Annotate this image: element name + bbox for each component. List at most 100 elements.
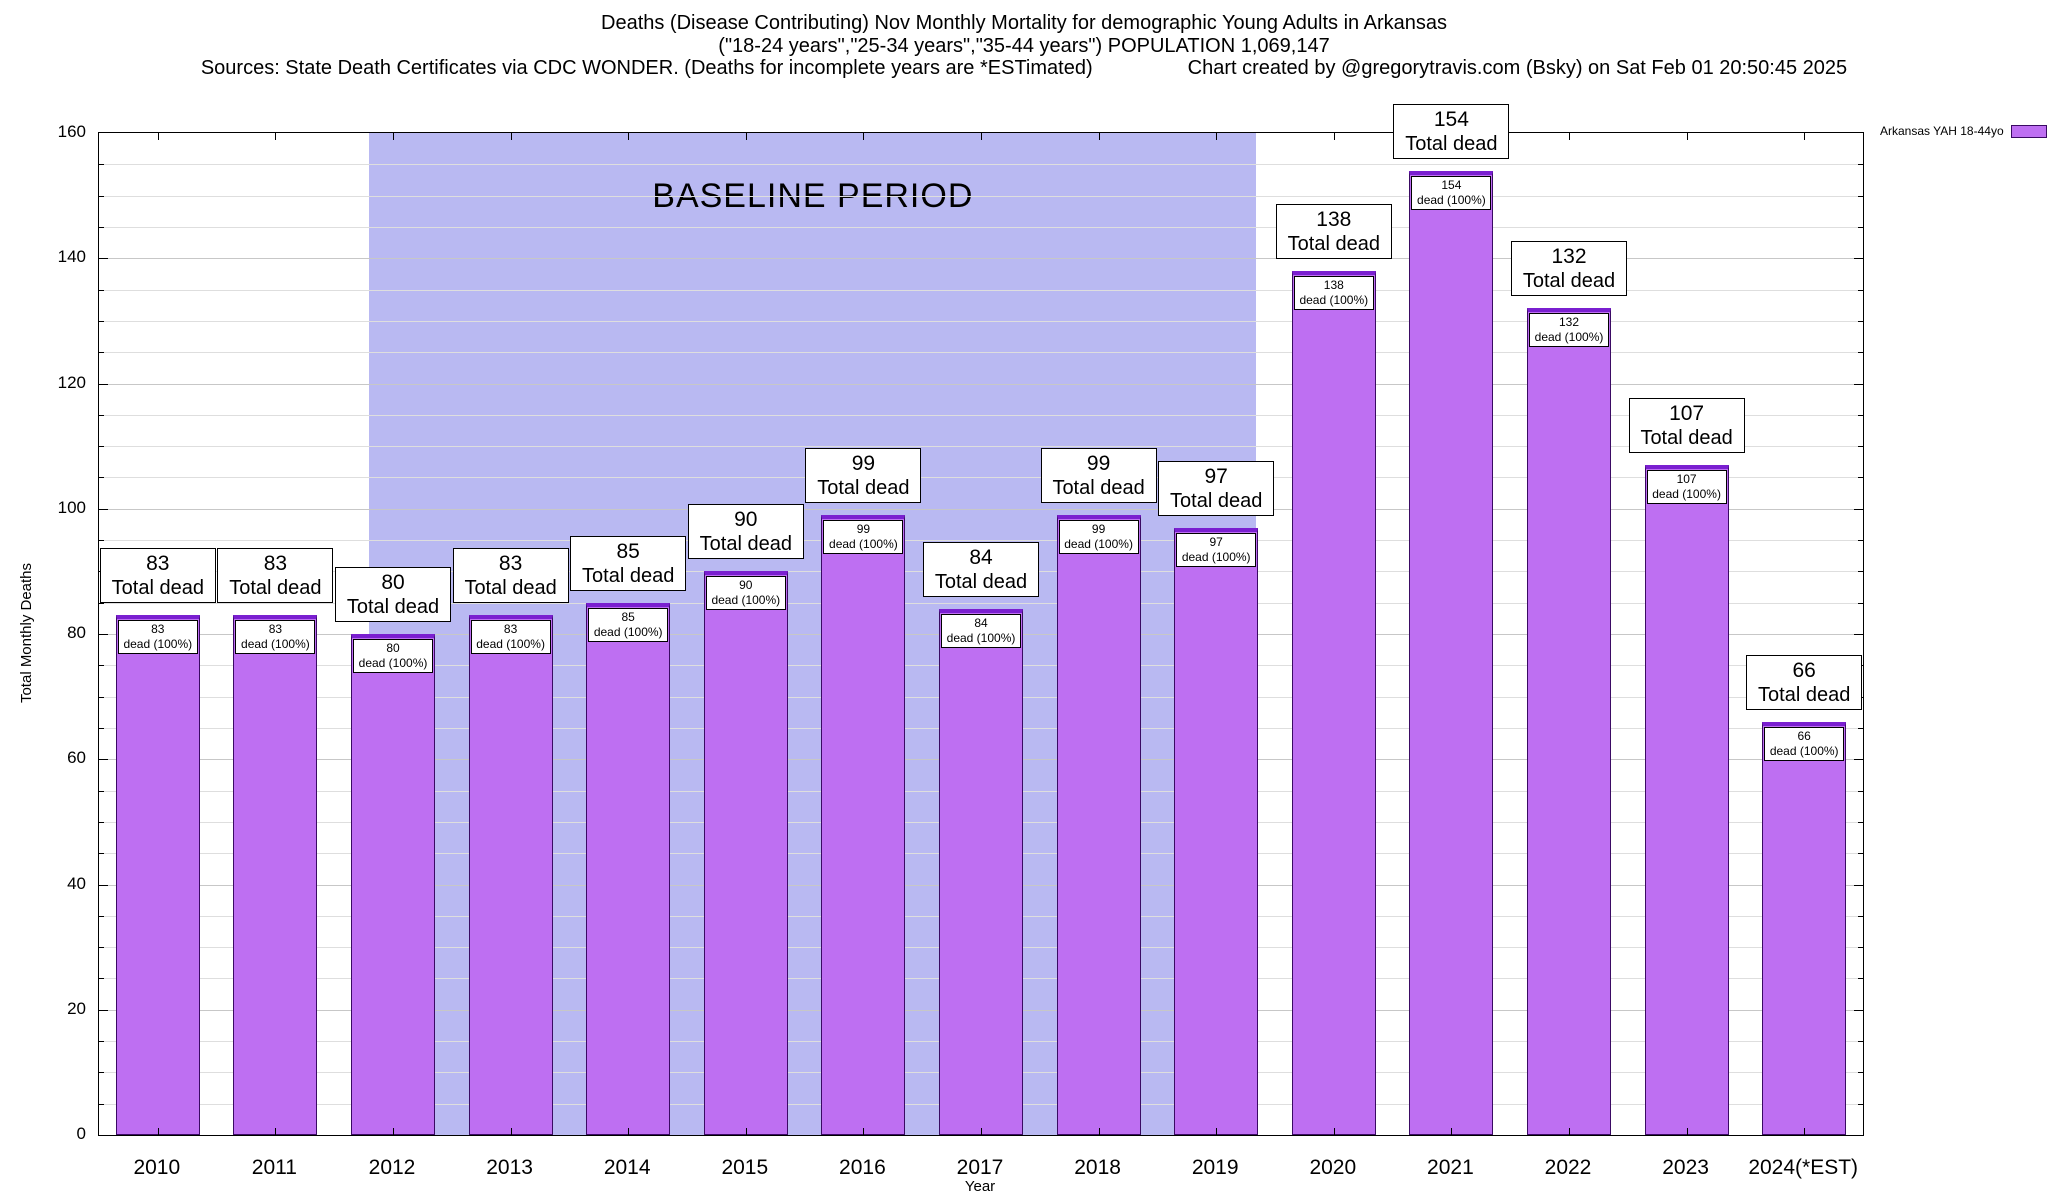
x-tick-label: 2022: [1544, 1156, 1592, 1179]
y-minor-tick-mark: [1858, 571, 1863, 573]
y-minor-tick-mark: [1858, 853, 1863, 855]
bar-total-text: Total dead: [934, 570, 1028, 593]
minor-gridline: [99, 164, 1863, 166]
y-minor-tick-mark: [99, 446, 104, 448]
bar-inner-label: 132 dead (100%): [1529, 313, 1609, 348]
y-tick-mark: [99, 1009, 108, 1011]
bar-total-value: 90: [734, 508, 758, 532]
bar-total-label: 85 Total dead: [570, 535, 687, 591]
x-tick-mark: [1686, 1128, 1688, 1135]
x-tick-mark: [510, 1128, 512, 1135]
y-minor-tick-mark: [99, 665, 104, 667]
x-tick-label: 2018: [1074, 1156, 1121, 1179]
bar-inner-text: dead (100%): [1064, 537, 1133, 551]
y-minor-tick-mark: [1858, 978, 1863, 980]
x-tick-mark: [1333, 133, 1335, 140]
bar-total-value: 66: [1792, 658, 1816, 682]
minor-gridline: [99, 352, 1863, 354]
bar-total-label: 83 Total dead: [99, 548, 216, 604]
y-minor-tick-mark: [1858, 947, 1863, 949]
bar-total-text: Total dead: [346, 596, 440, 618]
bar-total-label: 83 Total dead: [452, 548, 569, 604]
bar-total-value: 83: [263, 552, 288, 576]
y-minor-tick-mark: [1858, 915, 1863, 917]
legend-swatch: [2010, 124, 2047, 138]
x-tick-mark: [1804, 133, 1806, 140]
x-tick-mark: [1098, 1128, 1100, 1135]
y-tick-label: 160: [57, 122, 86, 141]
x-tick-mark: [745, 133, 747, 140]
bar-total-value: 99: [1086, 452, 1111, 475]
y-tick-mark: [99, 258, 108, 260]
x-tick-label: 2021: [1427, 1156, 1474, 1179]
y-minor-tick-mark: [99, 414, 104, 416]
x-tick-label: 2024(*EST): [1748, 1156, 1859, 1179]
y-tick-label: 80: [67, 623, 86, 642]
bar: [1527, 308, 1611, 1135]
y-minor-tick-mark: [1858, 1072, 1863, 1074]
credit-text: Chart created by @gregorytravis.com (Bsk…: [1187, 57, 1848, 79]
bar-inner-value: 83: [503, 622, 518, 637]
bar-total-label: 99 Total dead: [1040, 448, 1157, 503]
x-tick-label: 2014: [603, 1156, 651, 1179]
y-tick-mark: [99, 508, 108, 510]
bar: [586, 602, 671, 1135]
minor-gridline: [99, 477, 1863, 479]
y-minor-tick-mark: [1858, 821, 1863, 823]
y-tick-label: 0: [76, 1124, 86, 1143]
y-minor-tick-mark: [99, 477, 104, 479]
y-tick-mark: [99, 884, 108, 886]
bar-total-value: 80: [381, 571, 405, 594]
bar-total-label: 83 Total dead: [217, 548, 334, 604]
bar-total-value: 97: [1204, 464, 1228, 488]
bar: [1174, 527, 1259, 1135]
bar-inner-label: 99 dead (100%): [823, 520, 904, 554]
bar-inner-label: 138 dead (100%): [1293, 275, 1374, 310]
x-tick-label: 2020: [1309, 1156, 1357, 1179]
bar-inner-label: 84 dead (100%): [941, 613, 1021, 648]
bar-inner-value: 99: [1091, 522, 1106, 536]
bar-total-text: Total dead: [699, 533, 792, 556]
chart-title: Deaths (Disease Contributing) Nov Monthl…: [601, 12, 1447, 34]
minor-gridline: [99, 540, 1863, 542]
bar: [1409, 170, 1494, 1135]
y-minor-tick-mark: [99, 915, 104, 917]
y-tick-mark: [1854, 1009, 1863, 1011]
bar-total-text: Total dead: [229, 577, 322, 600]
bar-total-value: 84: [969, 545, 993, 569]
x-tick-label: 2012: [368, 1156, 416, 1179]
bar-inner-text: dead (100%): [1652, 486, 1721, 501]
y-minor-tick-mark: [1858, 790, 1863, 792]
y-minor-tick-mark: [99, 1072, 104, 1074]
bar-total-text: Total dead: [817, 477, 910, 499]
y-tick-mark: [1854, 759, 1863, 761]
bar: [821, 515, 906, 1135]
major-gridline: [99, 383, 1863, 385]
y-tick-mark: [1854, 383, 1863, 385]
x-tick-mark: [981, 133, 982, 140]
minor-gridline: [99, 414, 1863, 416]
bar: [939, 608, 1023, 1135]
bar-inner-value: 107: [1676, 471, 1697, 486]
bar-inner-value: 99: [856, 522, 871, 536]
bar-inner-label: 83 dead (100%): [117, 620, 198, 655]
bar-inner-label: 107 dead (100%): [1646, 469, 1727, 504]
x-tick-label: 2017: [956, 1156, 1004, 1179]
y-minor-tick-mark: [99, 821, 104, 823]
x-tick-mark: [1333, 1128, 1335, 1135]
y-minor-tick-mark: [1858, 446, 1863, 448]
x-tick-mark: [1216, 133, 1218, 140]
y-tick-label: 20: [67, 998, 86, 1018]
minor-gridline: [99, 320, 1863, 322]
bar-total-text: Total dead: [1522, 270, 1616, 293]
minor-gridline: [99, 602, 1863, 604]
bar: [115, 615, 200, 1135]
bar-total-text: Total dead: [111, 577, 204, 600]
x-tick-label: 2019: [1191, 1156, 1239, 1179]
bar-total-value: 99: [851, 452, 876, 475]
x-tick-mark: [275, 133, 277, 140]
bar-total-text: Total dead: [464, 577, 557, 600]
y-tick-mark: [99, 759, 108, 761]
bar-inner-label: 154 dead (100%): [1411, 175, 1492, 210]
